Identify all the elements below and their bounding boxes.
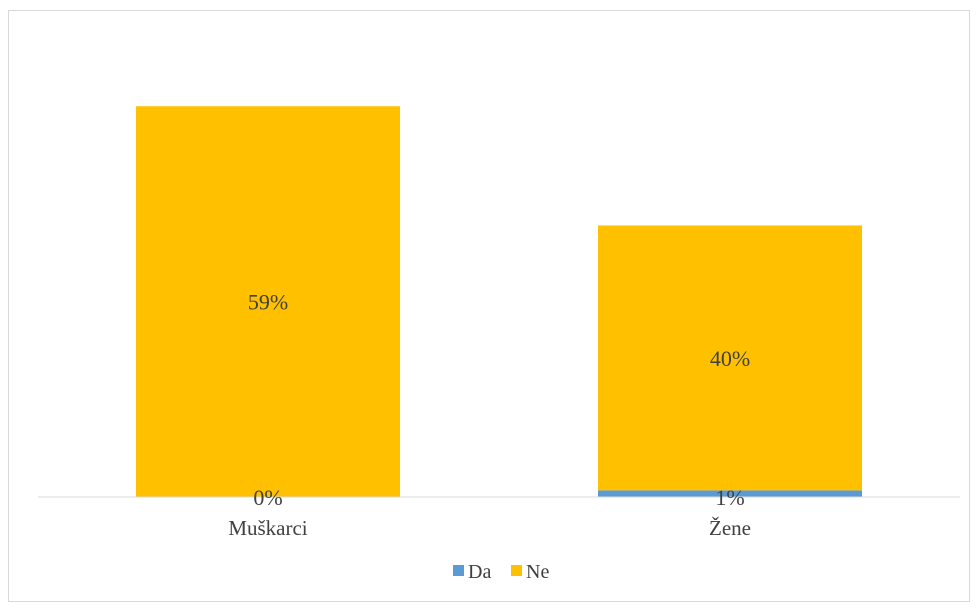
bar-da-1: [598, 490, 862, 497]
bar-ne-1: [598, 225, 862, 491]
data-label-da-1: 1%: [715, 485, 744, 510]
x-tick-label-0: Muškarci: [228, 516, 307, 540]
data-label-ne-1: 40%: [710, 346, 750, 371]
legend-label-da: Da: [468, 561, 491, 583]
data-label-da-0: 0%: [253, 485, 282, 510]
data-label-ne-0: 59%: [248, 290, 288, 315]
bar-ne-0: [136, 106, 400, 498]
legend-label-ne: Ne: [526, 561, 549, 583]
x-tick-label-1: Žene: [709, 516, 751, 540]
legend-swatch-da: [453, 565, 464, 576]
legend-swatch-ne: [511, 565, 522, 576]
